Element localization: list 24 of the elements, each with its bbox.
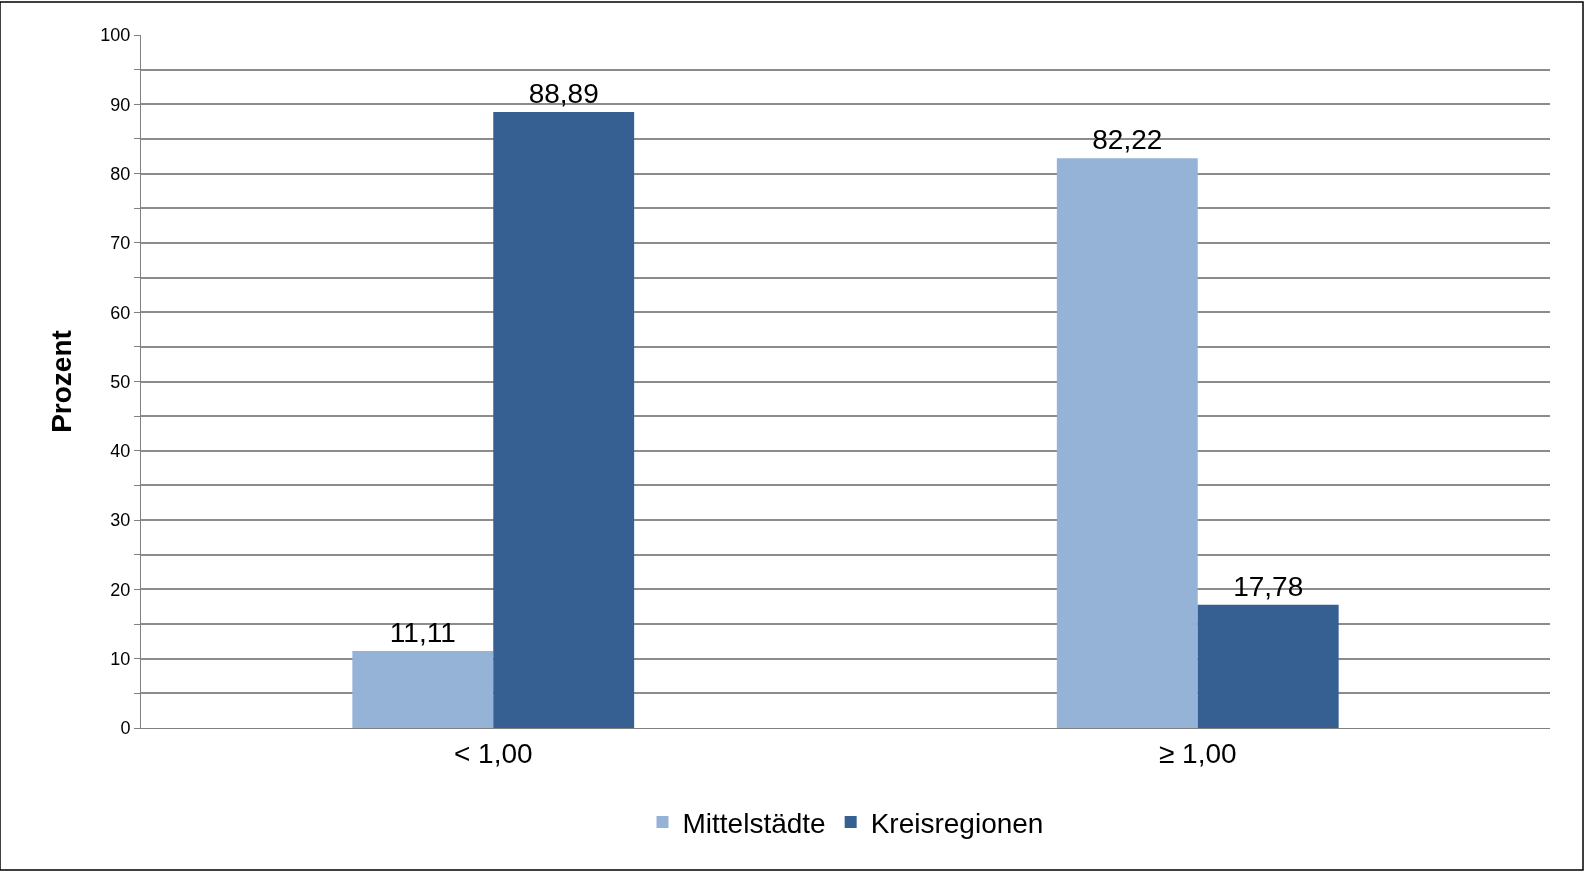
y-tick-label: 100 — [100, 25, 131, 46]
data-label: 17,78 — [1233, 570, 1304, 602]
x-tick-label: < 1,00 — [453, 737, 533, 769]
y-tick-label: 10 — [110, 649, 131, 669]
y-tick-label: 40 — [110, 441, 131, 462]
legend-label: Kreisregionen — [870, 807, 1044, 839]
bar — [1056, 158, 1198, 728]
y-tick-label: 0 — [120, 718, 131, 739]
y-tick-label: 80 — [110, 163, 131, 184]
legend-label: Mittelstädte — [682, 807, 826, 839]
y-tick-label: 60 — [110, 302, 131, 323]
data-label: 82,22 — [1092, 124, 1163, 156]
x-tick-label: ≥ 1,00 — [1158, 737, 1237, 769]
y-tick-label: 50 — [110, 371, 131, 392]
y-tick-label: 20 — [110, 579, 131, 600]
bar — [493, 111, 635, 728]
bar — [1197, 604, 1339, 728]
bar — [352, 651, 494, 728]
y-tick-label: 70 — [110, 233, 131, 254]
y-axis-title: Prozent — [46, 330, 78, 433]
data-label: 88,89 — [528, 77, 599, 109]
y-tick-label: 30 — [110, 510, 131, 531]
y-tick-label: 90 — [110, 94, 131, 115]
data-label: 11,11 — [389, 617, 456, 649]
